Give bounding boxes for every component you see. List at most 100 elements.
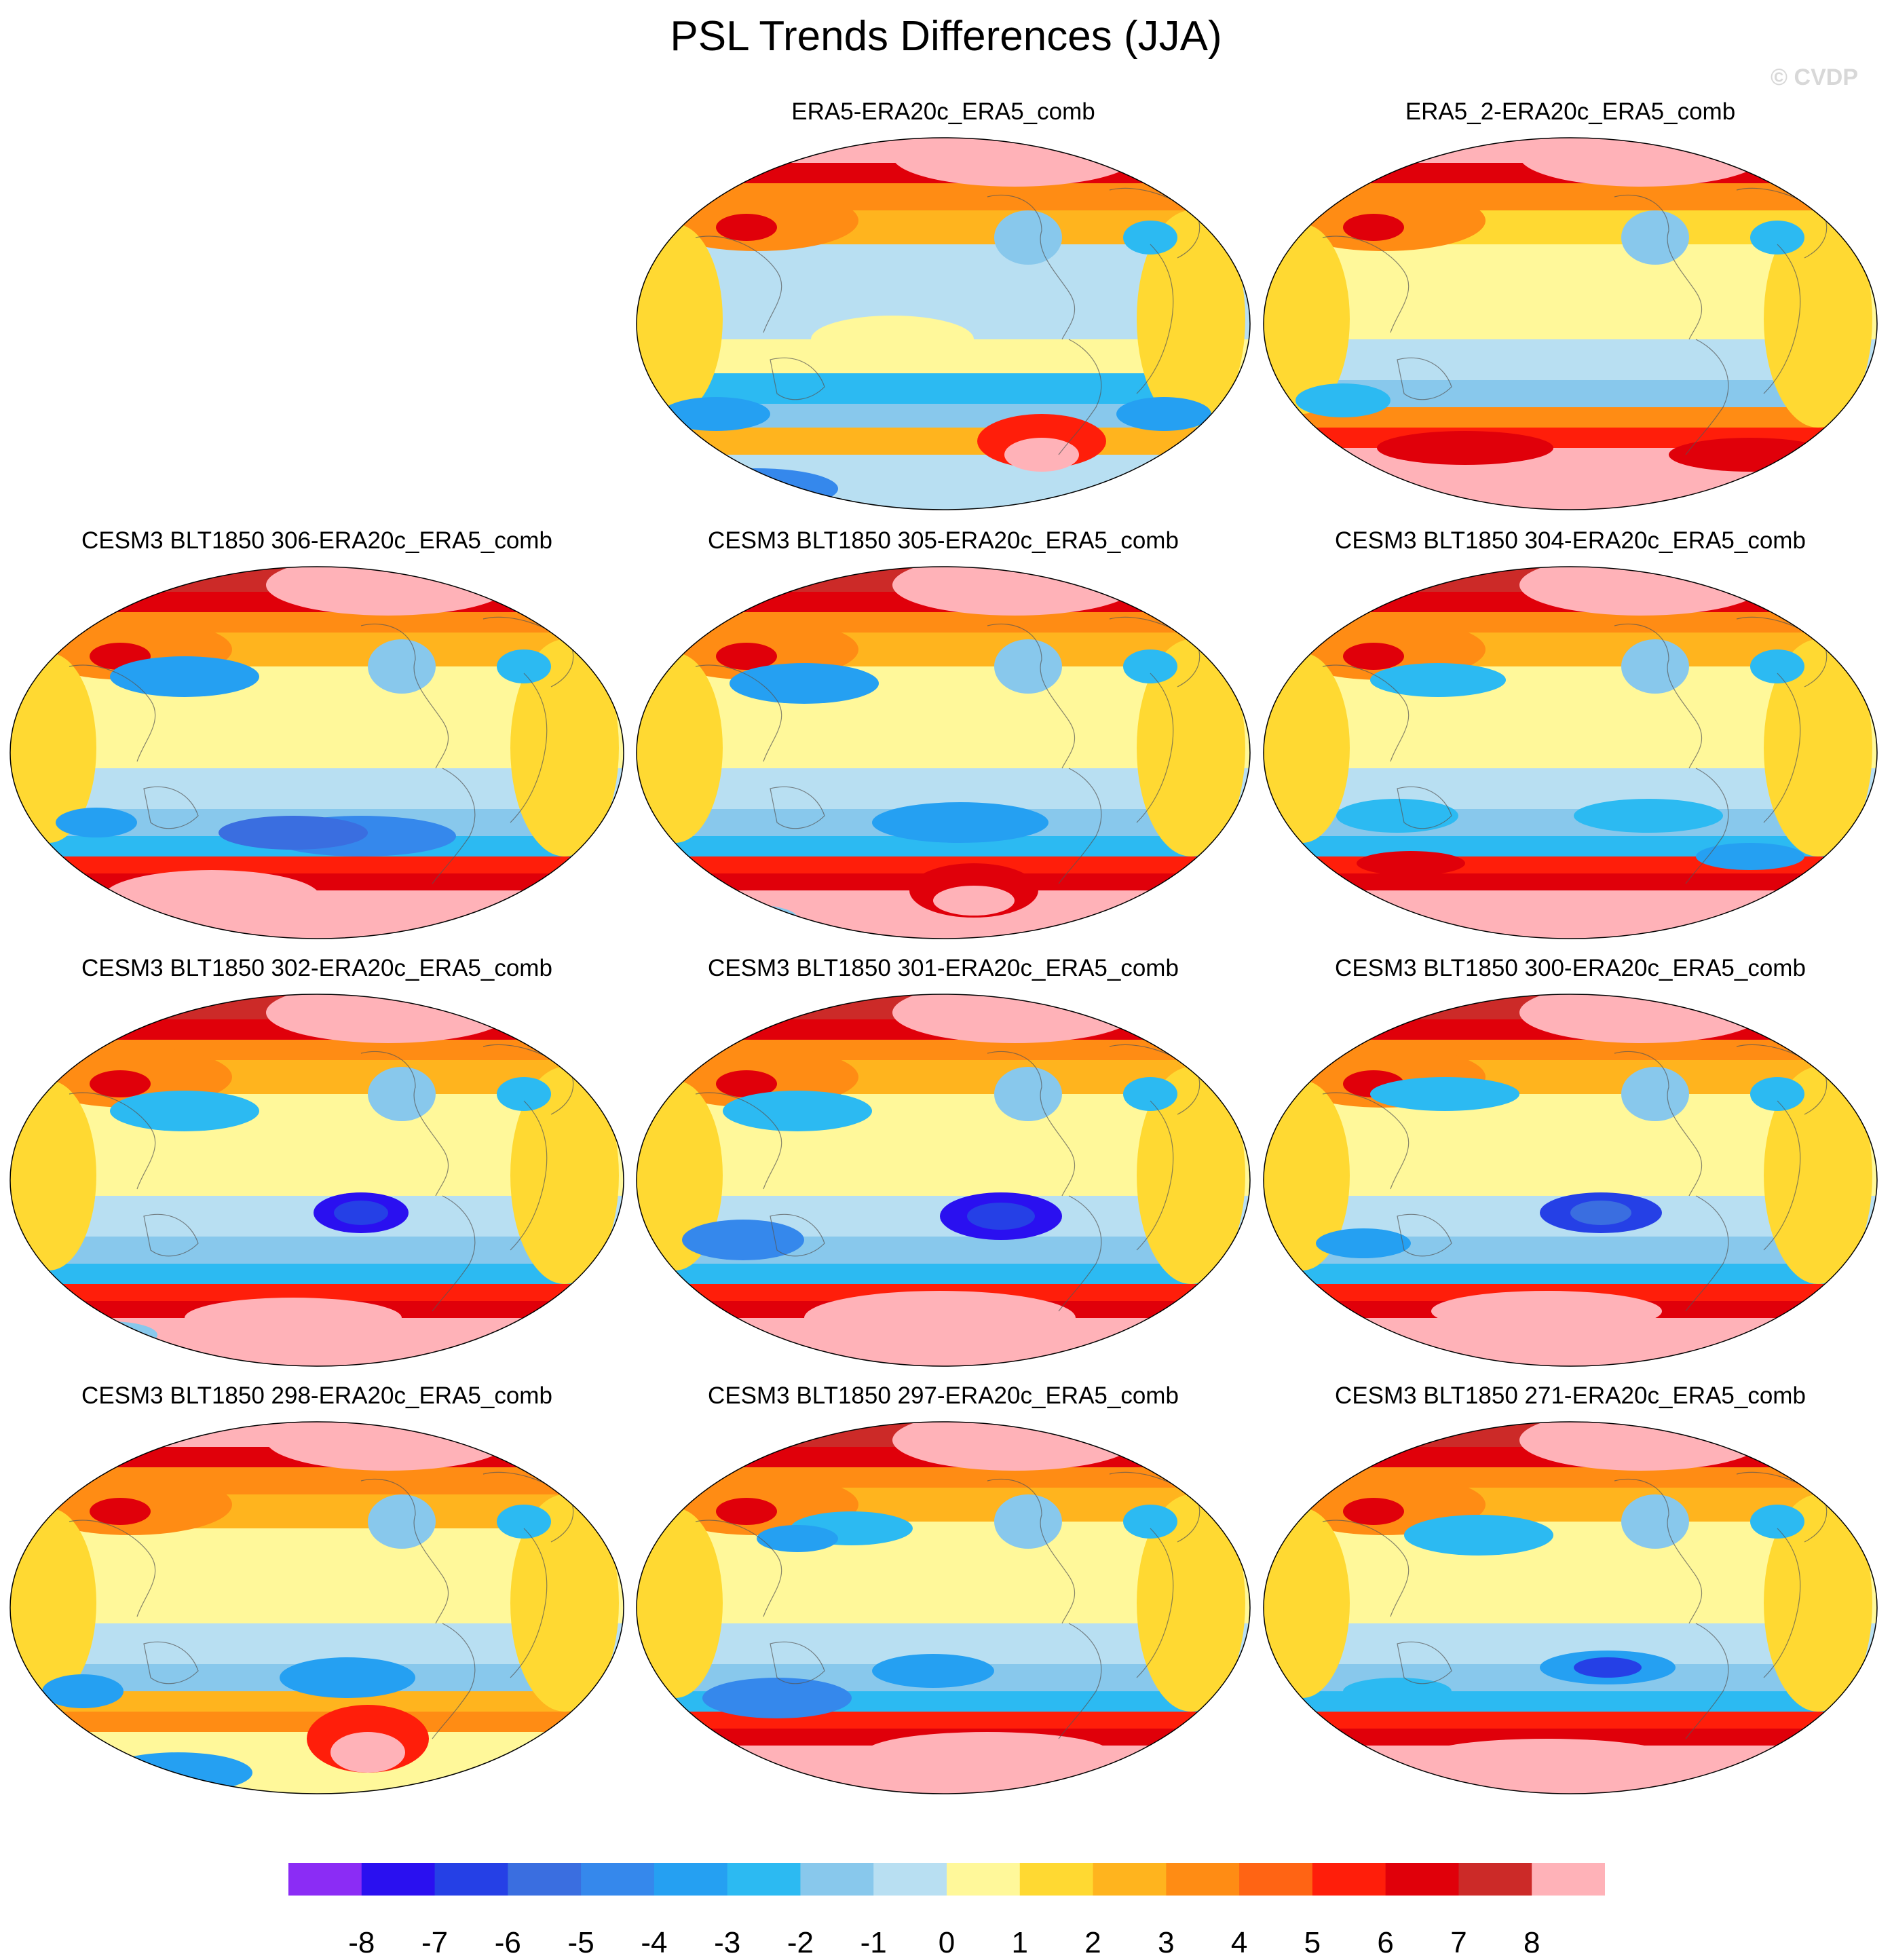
map-anomaly-region bbox=[62, 1321, 157, 1349]
map-anomaly-region bbox=[56, 808, 137, 837]
map-anomaly-region bbox=[1343, 643, 1404, 670]
map-zonal-band bbox=[637, 428, 1250, 455]
map-anomaly-region bbox=[10, 653, 96, 843]
trend-map bbox=[10, 994, 624, 1367]
panel-title: CESM3 BLT1850 271-ERA20c_ERA5_comb bbox=[1335, 1382, 1806, 1409]
map-anomaly-region bbox=[1370, 663, 1506, 697]
colorbar-segment bbox=[1166, 1863, 1240, 1896]
map-panel: CESM3 BLT1850 302-ERA20c_ERA5_comb bbox=[8, 955, 626, 1369]
map-anomaly-region bbox=[510, 1067, 619, 1284]
colorbar-segment bbox=[727, 1863, 801, 1896]
colorbar-segment bbox=[1385, 1863, 1459, 1896]
coastline bbox=[987, 1051, 1076, 1196]
map-anomaly-region bbox=[90, 1498, 151, 1525]
trend-map bbox=[10, 1421, 624, 1794]
map-border bbox=[636, 137, 1251, 510]
map-anomaly-region bbox=[872, 802, 1048, 843]
coastline bbox=[987, 194, 1076, 340]
coastline bbox=[1685, 1195, 1729, 1312]
map-anomaly-region bbox=[716, 214, 777, 241]
panel-title: CESM3 BLT1850 304-ERA20c_ERA5_comb bbox=[1335, 527, 1806, 554]
map-anomaly-region bbox=[1343, 1678, 1452, 1705]
colorbar-tick-label: -5 bbox=[567, 1926, 594, 1959]
map-anomaly-region bbox=[1377, 431, 1553, 465]
coastline bbox=[1058, 768, 1102, 884]
trend-map bbox=[636, 994, 1251, 1367]
map-zonal-band bbox=[637, 455, 1250, 510]
map-zonal-band bbox=[10, 856, 624, 873]
map-border bbox=[1263, 1421, 1878, 1794]
colorbar-segment bbox=[1532, 1863, 1605, 1896]
coastline bbox=[1614, 623, 1703, 769]
map-anomaly-region bbox=[1574, 1657, 1642, 1678]
credit-watermark: © CVDP bbox=[1771, 64, 1858, 90]
map-anomaly-region bbox=[637, 653, 723, 843]
map-anomaly-region bbox=[730, 663, 879, 704]
map-anomaly-region bbox=[1137, 1494, 1245, 1712]
map-anomaly-region bbox=[103, 1752, 252, 1793]
map-anomaly-region bbox=[90, 1070, 151, 1097]
coastline bbox=[695, 1520, 782, 1617]
colorbar-segment bbox=[508, 1863, 582, 1896]
map-anomaly-region bbox=[804, 1291, 1076, 1345]
colorbar-segment bbox=[361, 1863, 436, 1896]
panel-title: CESM3 BLT1850 302-ERA20c_ERA5_comb bbox=[81, 955, 552, 981]
map-anomaly-region bbox=[967, 1203, 1035, 1230]
colorbar-segment bbox=[1019, 1863, 1094, 1896]
map-anomaly-region bbox=[637, 224, 723, 414]
colorbar-tick-label: -8 bbox=[348, 1926, 375, 1959]
map-anomaly-region bbox=[497, 649, 551, 683]
map-panel: ERA5-ERA20c_ERA5_comb bbox=[635, 98, 1252, 512]
map-anomaly-region bbox=[1264, 653, 1350, 843]
colorbar-labels: -8 -7 -6 -5 -4 -3 -2 -1 0 1 2 3 4 5 6 7 8 bbox=[288, 1926, 1605, 1960]
panel-title: CESM3 BLT1850 298-ERA20c_ERA5_comb bbox=[81, 1382, 552, 1409]
map-panel: CESM3 BLT1850 304-ERA20c_ERA5_comb bbox=[1262, 527, 1879, 941]
map-anomaly-region bbox=[1669, 438, 1832, 472]
map-zonal-band bbox=[10, 873, 624, 890]
colorbar-tick-label: 4 bbox=[1230, 1926, 1248, 1959]
map-anomaly-region bbox=[280, 1657, 415, 1698]
colorbar-segment bbox=[654, 1863, 728, 1896]
coastline bbox=[360, 1478, 449, 1624]
map-anomaly-region bbox=[1123, 1505, 1177, 1539]
map-anomaly-region bbox=[1004, 438, 1079, 472]
colorbar-tick-label: 1 bbox=[1011, 1926, 1028, 1959]
map-anomaly-region bbox=[757, 1525, 838, 1552]
colorbar-segment bbox=[873, 1863, 947, 1896]
colorbar-tick-label: -2 bbox=[787, 1926, 814, 1959]
coastline bbox=[69, 1092, 156, 1190]
map-anomaly-region bbox=[811, 316, 974, 363]
map-anomaly-region bbox=[185, 1298, 402, 1338]
map-panel: CESM3 BLT1850 271-ERA20c_ERA5_comb bbox=[1262, 1382, 1879, 1796]
map-anomaly-region bbox=[865, 1732, 1110, 1773]
coastline bbox=[770, 1213, 825, 1257]
coastline bbox=[1136, 673, 1174, 823]
map-anomaly-region bbox=[1764, 1494, 1872, 1712]
map-panel: CESM3 BLT1850 298-ERA20c_ERA5_comb bbox=[8, 1382, 626, 1796]
map-zonal-band bbox=[1264, 873, 1877, 890]
map-anomaly-region bbox=[675, 468, 838, 509]
map-anomaly-region bbox=[1370, 1077, 1519, 1111]
coastline bbox=[1322, 235, 1409, 333]
coastline bbox=[1763, 244, 1801, 394]
map-anomaly-region bbox=[1764, 639, 1872, 856]
map-anomaly-region bbox=[1621, 639, 1689, 694]
coastline bbox=[770, 1641, 825, 1684]
colorbar-segment bbox=[1458, 1863, 1532, 1896]
map-panel: ERA5_2-ERA20c_ERA5_comb bbox=[1262, 98, 1879, 512]
map-zonal-band bbox=[1264, 1264, 1877, 1284]
coastline bbox=[510, 1100, 548, 1251]
coastline bbox=[1397, 1213, 1452, 1257]
map-anomaly-region bbox=[1696, 843, 1804, 870]
map-anomaly-region bbox=[994, 210, 1062, 265]
map-anomaly-region bbox=[1764, 1067, 1872, 1284]
map-anomaly-region bbox=[933, 886, 1015, 916]
colorbar-segment bbox=[288, 1863, 362, 1896]
coastline bbox=[1136, 1528, 1174, 1678]
map-anomaly-region bbox=[1750, 1505, 1804, 1539]
colorbar-tick-label: 8 bbox=[1523, 1926, 1540, 1959]
map-border bbox=[10, 994, 624, 1367]
map-anomaly-region bbox=[10, 1080, 96, 1270]
map-zonal-band bbox=[1264, 1712, 1877, 1729]
colorbar-tick-label: 2 bbox=[1084, 1926, 1101, 1959]
